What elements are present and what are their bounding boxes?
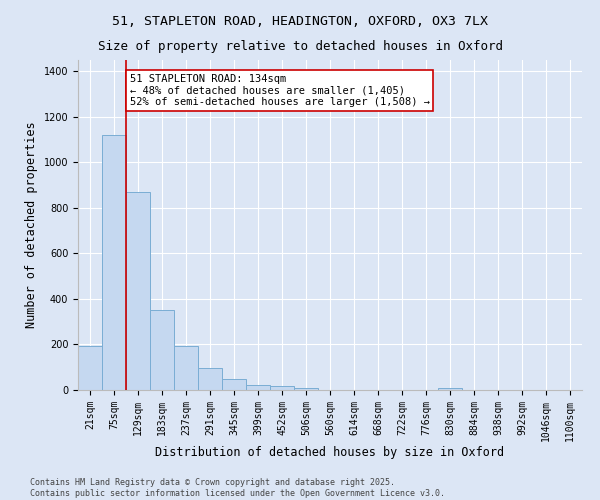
Bar: [294, 388, 318, 390]
Text: 51, STAPLETON ROAD, HEADINGTON, OXFORD, OX3 7LX: 51, STAPLETON ROAD, HEADINGTON, OXFORD, …: [112, 15, 488, 28]
Text: Size of property relative to detached houses in Oxford: Size of property relative to detached ho…: [97, 40, 503, 53]
Bar: [126, 192, 150, 390]
Bar: [174, 346, 198, 390]
Bar: [246, 385, 270, 390]
Bar: [150, 310, 174, 390]
Bar: [270, 386, 294, 390]
Text: Contains HM Land Registry data © Crown copyright and database right 2025.
Contai: Contains HM Land Registry data © Crown c…: [30, 478, 445, 498]
Bar: [198, 368, 222, 390]
X-axis label: Distribution of detached houses by size in Oxford: Distribution of detached houses by size …: [155, 446, 505, 460]
Bar: [438, 388, 462, 390]
Bar: [102, 135, 126, 390]
Bar: [78, 346, 102, 390]
Text: 51 STAPLETON ROAD: 134sqm
← 48% of detached houses are smaller (1,405)
52% of se: 51 STAPLETON ROAD: 134sqm ← 48% of detac…: [130, 74, 430, 107]
Bar: [222, 378, 246, 390]
Y-axis label: Number of detached properties: Number of detached properties: [25, 122, 38, 328]
